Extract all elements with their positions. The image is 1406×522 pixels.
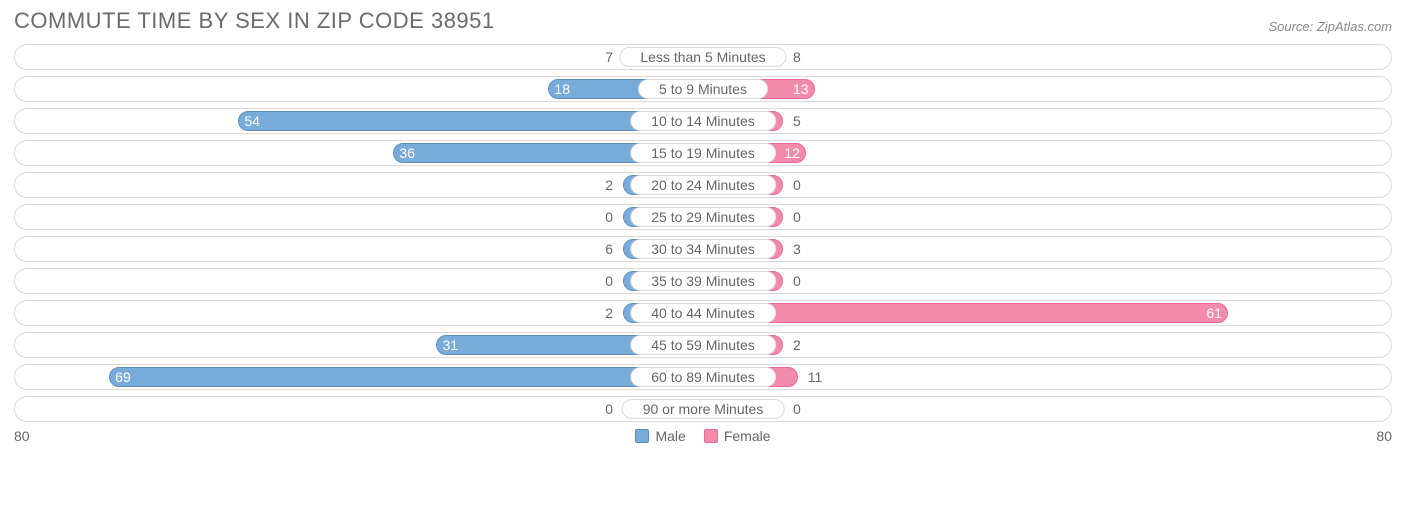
category-label: 30 to 34 Minutes	[630, 239, 776, 259]
category-label: 60 to 89 Minutes	[630, 367, 776, 387]
value-male: 18	[546, 77, 578, 101]
value-male: 0	[597, 397, 621, 421]
category-label: 25 to 29 Minutes	[630, 207, 776, 227]
category-label: 35 to 39 Minutes	[630, 271, 776, 291]
chart-row: 36 1215 to 19 Minutes	[14, 140, 1392, 166]
axis-right-label: 80	[1376, 428, 1392, 444]
chart-row: 7 8Less than 5 Minutes	[14, 44, 1392, 70]
value-male: 6	[597, 237, 621, 261]
chart-row: 18 13 5 to 9 Minutes	[14, 76, 1392, 102]
category-label: 5 to 9 Minutes	[638, 79, 768, 99]
value-female: 8	[785, 45, 809, 69]
category-label: 20 to 24 Minutes	[630, 175, 776, 195]
category-label: Less than 5 Minutes	[619, 47, 786, 67]
value-female: 61	[1198, 301, 1230, 325]
value-female: 0	[785, 205, 809, 229]
bar-female	[703, 303, 1228, 323]
source-label: Source: ZipAtlas.com	[1268, 19, 1392, 34]
chart-body: 7 8Less than 5 Minutes 18 13 5 to 9 Minutes 5…	[14, 44, 1392, 422]
value-male: 69	[107, 365, 139, 389]
value-male: 2	[597, 301, 621, 325]
value-male: 36	[391, 141, 423, 165]
legend-swatch	[704, 429, 718, 443]
value-male: 7	[597, 45, 621, 69]
legend-item: Female	[704, 428, 771, 444]
category-label: 40 to 44 Minutes	[630, 303, 776, 323]
chart-row: 54 5 10 to 14 Minutes	[14, 108, 1392, 134]
chart-title: COMMUTE TIME BY SEX IN ZIP CODE 38951	[14, 8, 495, 34]
chart-row: 69 11 60 to 89 Minutes	[14, 364, 1392, 390]
chart-container: COMMUTE TIME BY SEX IN ZIP CODE 38951 So…	[0, 0, 1406, 450]
value-female: 0	[785, 397, 809, 421]
value-female: 2	[785, 333, 809, 357]
footer: 80 Male Female 80	[14, 428, 1392, 444]
category-label: 15 to 19 Minutes	[630, 143, 776, 163]
chart-row: 0 090 or more Minutes	[14, 396, 1392, 422]
category-label: 10 to 14 Minutes	[630, 111, 776, 131]
legend-item: Male	[635, 428, 685, 444]
value-male: 31	[434, 333, 466, 357]
legend-label: Male	[655, 428, 685, 444]
chart-row: 2 61 40 to 44 Minutes	[14, 300, 1392, 326]
value-female: 13	[785, 77, 817, 101]
legend-label: Female	[724, 428, 771, 444]
header: COMMUTE TIME BY SEX IN ZIP CODE 38951 So…	[14, 8, 1392, 34]
legend: Male Female	[635, 428, 770, 444]
value-male: 0	[597, 205, 621, 229]
value-female: 3	[785, 237, 809, 261]
chart-row: 0 0 35 to 39 Minutes	[14, 268, 1392, 294]
value-female: 0	[785, 269, 809, 293]
value-male: 54	[236, 109, 268, 133]
value-female: 12	[776, 141, 808, 165]
value-male: 0	[597, 269, 621, 293]
axis-left-label: 80	[14, 428, 30, 444]
category-label: 45 to 59 Minutes	[630, 335, 776, 355]
bar-male	[109, 367, 703, 387]
value-female: 5	[785, 109, 809, 133]
chart-row: 31 2 45 to 59 Minutes	[14, 332, 1392, 358]
chart-row: 0 0 25 to 29 Minutes	[14, 204, 1392, 230]
category-label: 90 or more Minutes	[622, 399, 785, 419]
value-female: 11	[800, 365, 831, 389]
value-female: 0	[785, 173, 809, 197]
chart-row: 2 0 20 to 24 Minutes	[14, 172, 1392, 198]
value-male: 2	[597, 173, 621, 197]
chart-row: 6 3 30 to 34 Minutes	[14, 236, 1392, 262]
legend-swatch	[635, 429, 649, 443]
